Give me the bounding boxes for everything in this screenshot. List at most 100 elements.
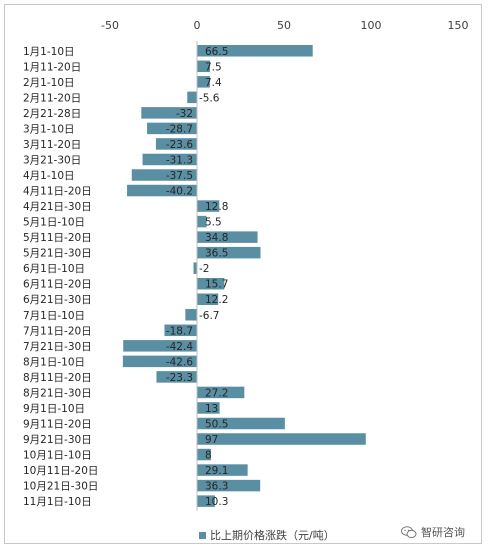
bar <box>197 386 245 399</box>
category-label: 6月11日-20日 <box>23 279 92 291</box>
bar <box>142 153 197 166</box>
bar <box>197 215 207 228</box>
category-label: 7月1日-10日 <box>23 310 85 322</box>
chart-frame: -50 0 50 100 150 1月1-10日 66.5 1月11-20日 7.5 2月1-10… <box>4 4 482 544</box>
category-label: 4月21日-30日 <box>23 201 92 213</box>
data-label: 8 <box>205 450 212 462</box>
x-tick-label: 0 <box>194 19 201 32</box>
category-label: 7月11日-20日 <box>23 325 92 337</box>
bar <box>141 107 197 119</box>
data-label: -23.3 <box>166 372 193 384</box>
category-label: 1月1-10日 <box>23 46 75 58</box>
bar <box>197 464 248 476</box>
legend-label: 比上期价格涨跌（元/吨） <box>210 529 335 542</box>
bar <box>197 277 225 290</box>
bar <box>185 309 197 321</box>
data-label: -42.4 <box>166 341 193 353</box>
bar <box>197 200 220 212</box>
wechat-icon <box>401 525 417 538</box>
category-label: 4月1-10日 <box>23 170 75 182</box>
bar <box>187 91 197 104</box>
category-label: 2月1-10日 <box>23 77 75 89</box>
data-label: 66.5 <box>205 46 228 58</box>
category-label: 8月1日-10日 <box>23 356 85 368</box>
data-label: 7.4 <box>205 77 222 89</box>
category-label: 6月1日-10日 <box>23 263 85 275</box>
bar <box>197 231 258 243</box>
data-label: 5.5 <box>205 217 222 229</box>
data-label: -5.6 <box>199 92 220 104</box>
bar <box>197 495 215 507</box>
data-label: -31.3 <box>166 154 193 166</box>
x-tick-label: -50 <box>101 19 119 32</box>
bar <box>197 479 261 492</box>
bar <box>164 324 197 337</box>
data-label: 29.1 <box>205 465 228 477</box>
data-label: -42.6 <box>166 356 193 368</box>
category-label: 1月11-20日 <box>23 61 81 73</box>
bar <box>197 433 366 445</box>
bar <box>131 169 197 181</box>
bar <box>193 262 197 274</box>
data-label: 13 <box>205 403 218 415</box>
category-label: 2月21-28日 <box>23 108 81 120</box>
category-label: 8月21日-30日 <box>23 387 92 399</box>
x-tick-label: 150 <box>448 19 469 32</box>
bar <box>127 184 197 197</box>
bar <box>197 448 211 461</box>
data-label: -32 <box>176 108 193 120</box>
category-label: 5月21日-30日 <box>23 248 92 260</box>
data-label: -28.7 <box>166 123 193 135</box>
bar <box>197 45 313 57</box>
bar <box>197 246 261 259</box>
bar <box>122 355 197 368</box>
bar-chart: -50 0 50 100 150 1月1-10日 66.5 1月11-20日 7.5 2月1-10… <box>23 19 469 511</box>
data-label: 36.3 <box>205 481 228 493</box>
bar <box>155 138 197 150</box>
category-label: 2月11-20日 <box>23 92 81 104</box>
data-label: 97 <box>205 434 218 446</box>
data-label: 34.8 <box>205 232 228 244</box>
bar <box>197 293 219 305</box>
data-label: 12.8 <box>205 201 228 213</box>
category-label: 9月1日-10日 <box>23 403 85 415</box>
data-label: 15.7 <box>205 279 228 291</box>
category-label: 10月1日-10日 <box>23 450 92 462</box>
category-label: 3月21-30日 <box>23 154 81 166</box>
category-label: 8月11日-20日 <box>23 372 92 384</box>
category-label: 6月21日-30日 <box>23 294 92 306</box>
category-label: 10月21日-30日 <box>23 481 98 493</box>
bar <box>147 122 197 135</box>
category-label: 7月21日-30日 <box>23 341 92 353</box>
data-label: -37.5 <box>166 170 193 182</box>
bar <box>197 402 220 414</box>
data-label: 27.2 <box>205 387 228 399</box>
data-label: 36.5 <box>205 248 228 260</box>
bar <box>197 60 211 73</box>
data-label: -18.7 <box>166 325 193 337</box>
bar <box>156 371 197 383</box>
data-label: 7.5 <box>205 61 222 73</box>
legend: 比上期价格涨跌（元/吨） <box>199 527 335 543</box>
data-label: -6.7 <box>199 310 220 322</box>
watermark: 智研咨询 <box>401 524 465 540</box>
category-label: 10月11日-20日 <box>23 465 98 477</box>
category-label: 5月1日-10日 <box>23 217 85 229</box>
category-label: 5月11日-20日 <box>23 232 92 244</box>
data-label: -40.2 <box>166 186 193 198</box>
legend-swatch <box>199 531 206 539</box>
bar <box>197 76 210 88</box>
category-label: 11月1日-10日 <box>23 496 92 508</box>
watermark-text: 智研咨询 <box>421 526 465 539</box>
x-tick-label: 50 <box>277 19 291 32</box>
x-tick-label: 100 <box>361 19 382 32</box>
bar <box>197 417 285 430</box>
bar <box>123 340 197 352</box>
data-label: 50.5 <box>205 418 228 430</box>
category-label: 9月21日-30日 <box>23 434 92 446</box>
data-label: -2 <box>199 263 209 275</box>
data-label: -23.6 <box>166 139 193 151</box>
data-label: 12.2 <box>205 294 228 306</box>
category-label: 4月11日-20日 <box>23 186 92 198</box>
data-label: 10.3 <box>205 496 228 508</box>
